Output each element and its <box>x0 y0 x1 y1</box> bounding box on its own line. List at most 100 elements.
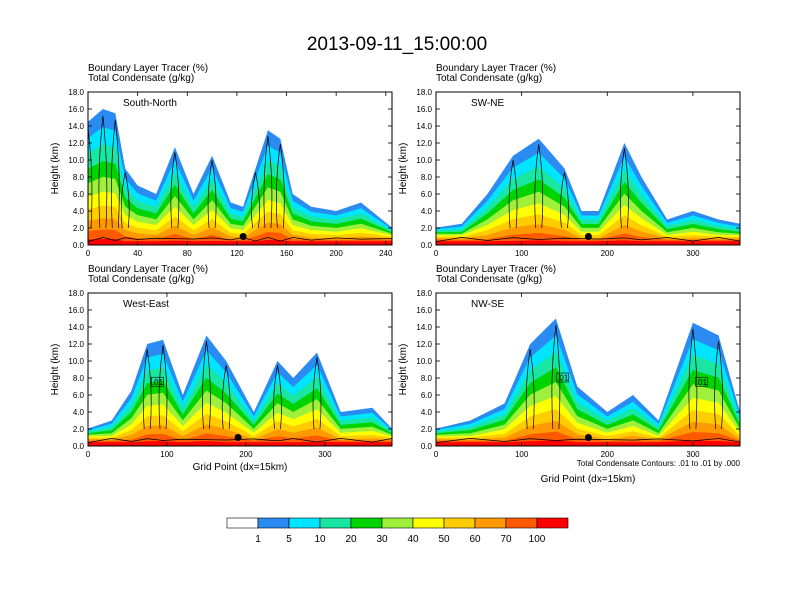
tracer-band-10 <box>88 441 392 446</box>
y-tick-label: 16.0 <box>416 105 432 114</box>
y-tick-label: 14.0 <box>68 323 84 332</box>
y-tick-label: 8.0 <box>73 173 85 182</box>
colorbar-swatch <box>288 517 321 529</box>
y-tick-label: 0.0 <box>421 442 433 451</box>
colorbar-label: 10 <box>314 534 326 545</box>
colorbar-swatch <box>319 517 352 529</box>
colorbar-swatch <box>474 517 507 529</box>
x-tick-label: 300 <box>686 249 700 258</box>
y-tick-label: 2.0 <box>421 425 433 434</box>
x-tick-label: 300 <box>318 450 332 459</box>
condensate-contour <box>110 119 120 229</box>
panel-header-condensate: Total Condensate (g/kg) <box>88 274 194 285</box>
colorbar-label: 40 <box>407 534 419 545</box>
condensate-contour <box>142 349 152 430</box>
y-tick-label: 0.0 <box>73 442 85 451</box>
colorbar-swatch <box>412 517 445 529</box>
plot-frame <box>435 91 741 246</box>
y-tick-label: 0.0 <box>73 241 85 250</box>
colorbar-swatch <box>350 517 383 529</box>
x-tick-label: 0 <box>86 450 91 459</box>
x-tick-label: 100 <box>515 450 529 459</box>
y-tick-label: 18.0 <box>416 289 432 298</box>
y-tick-label: 14.0 <box>68 122 84 131</box>
y-tick-label: 16.0 <box>416 306 432 315</box>
y-tick-label: 6.0 <box>73 391 85 400</box>
plot-frame <box>87 91 393 246</box>
y-tick-label: 10.0 <box>68 357 84 366</box>
plot-frame <box>435 292 741 447</box>
x-axis-label: Grid Point (dx=15km) <box>541 474 636 485</box>
y-tick-label: 4.0 <box>421 207 433 216</box>
terrain-line <box>88 236 392 243</box>
contour-label-box <box>695 376 708 387</box>
condensate-contour <box>251 172 260 229</box>
condensate-contour <box>221 365 231 430</box>
y-tick-label: 2.0 <box>421 224 433 233</box>
contour-note: Total Condensate Contours: .01 to .01 by… <box>577 459 741 468</box>
y-tick-label: 14.0 <box>416 323 432 332</box>
panel-header-condensate: Total Condensate (g/kg) <box>436 73 542 84</box>
x-tick-label: 240 <box>379 249 393 258</box>
y-tick-label: 4.0 <box>73 408 85 417</box>
y-axis-label: Height (km) <box>50 143 61 195</box>
x-tick-label: 0 <box>86 249 91 258</box>
tracer-band-10 <box>436 240 740 245</box>
colorbar-label: 5 <box>286 534 292 545</box>
y-tick-label: 12.0 <box>68 340 84 349</box>
y-tick-label: 18.0 <box>68 88 84 97</box>
condensate-contour <box>534 144 544 229</box>
panel-header-tracer: Boundary Layer Tracer (%) <box>436 63 556 74</box>
contour-label-box <box>556 372 570 383</box>
y-tick-label: 16.0 <box>68 306 84 315</box>
tracer-band-10 <box>436 440 740 446</box>
tracer-band-10 <box>88 238 392 245</box>
x-tick-label: 200 <box>329 249 343 258</box>
colorbar-swatch <box>505 517 538 529</box>
panel-header-tracer: Boundary Layer Tracer (%) <box>88 264 208 275</box>
condensate-contour <box>202 340 211 430</box>
y-axis-label: Height (km) <box>50 344 61 396</box>
contour-label-box <box>151 376 164 387</box>
y-axis-label: Height (km) <box>398 344 409 396</box>
y-tick-label: 4.0 <box>421 408 433 417</box>
panel-header-condensate: Total Condensate (g/kg) <box>88 73 194 84</box>
y-tick-label: 2.0 <box>73 425 85 434</box>
condensate-contour <box>525 349 535 430</box>
y-tick-label: 6.0 <box>421 190 433 199</box>
colorbar: 1 5 10 20 30 40 50 60 70 100 <box>226 517 569 545</box>
x-tick-label: 100 <box>160 450 174 459</box>
y-tick-label: 6.0 <box>73 190 85 199</box>
y-tick-label: 0.0 <box>421 241 433 250</box>
y-tick-label: 6.0 <box>421 391 433 400</box>
contour-label: .01 <box>696 378 708 387</box>
y-tick-label: 16.0 <box>68 105 84 114</box>
condensate-contour <box>275 144 285 229</box>
colorbar-label: 60 <box>469 534 481 545</box>
contour-label: .01 <box>152 378 164 387</box>
condensate-contour <box>88 127 93 229</box>
panel-label: West-East <box>123 299 169 310</box>
condensate-contour <box>688 328 698 430</box>
colorbar-label: 70 <box>500 534 512 545</box>
colorbar-label: 30 <box>376 534 388 545</box>
colorbar-swatch <box>257 517 290 529</box>
location-dot <box>234 434 242 441</box>
colorbar-label: 50 <box>438 534 450 545</box>
tracer-field <box>436 138 740 245</box>
terrain-line <box>436 437 740 444</box>
x-tick-label: 200 <box>601 249 615 258</box>
tracer-field <box>88 109 392 245</box>
plot-frame <box>87 292 393 447</box>
condensate-contour <box>551 324 561 430</box>
y-tick-label: 8.0 <box>73 374 85 383</box>
contour-label: .01 <box>557 374 569 383</box>
panel-1: South-North Boundary Layer Tracer (%)Tota… <box>50 63 393 258</box>
location-dot <box>239 233 247 240</box>
condensate-contour <box>714 340 723 430</box>
y-tick-label: 4.0 <box>73 207 85 216</box>
page-title: 2013-09-11_15:00:00 <box>307 34 487 55</box>
y-tick-label: 12.0 <box>416 340 432 349</box>
